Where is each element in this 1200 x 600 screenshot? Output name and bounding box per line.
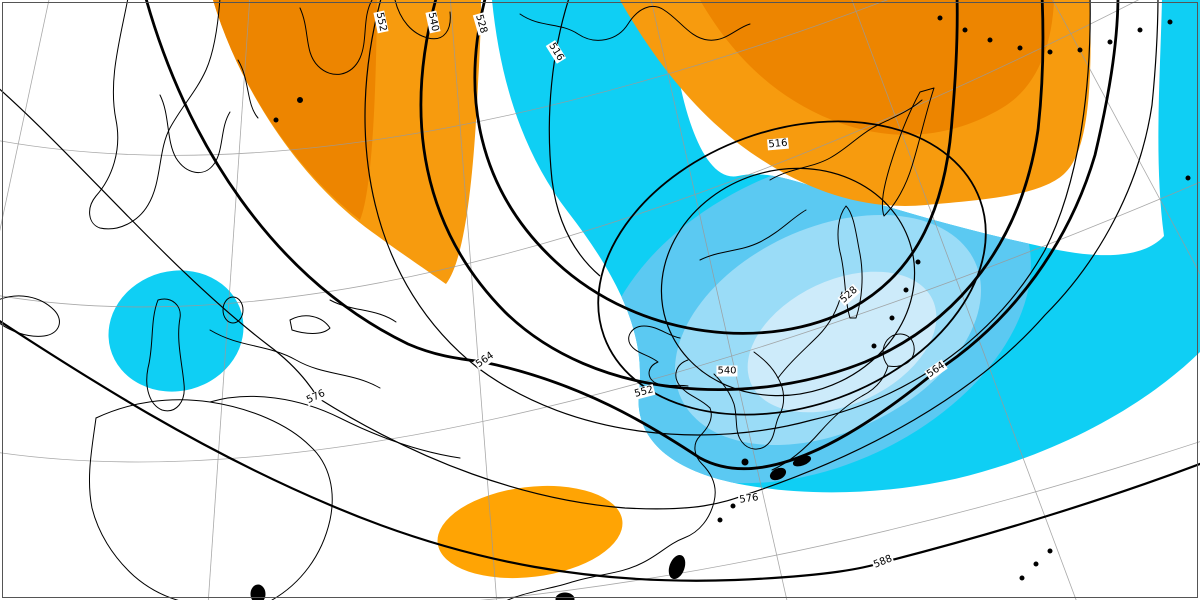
contour-552 (364, 0, 1091, 436)
contour-564 (144, 0, 1120, 471)
contour-lines (0, 0, 1200, 582)
contour-540 (419, 0, 1045, 392)
contour-label-540: 540 (716, 365, 738, 377)
contour-528 (473, 0, 959, 335)
contour-label-516: 516 (767, 137, 789, 151)
negative-anomaly-west-blob (108, 270, 244, 392)
positive-anomaly-northwest-core (213, 0, 377, 220)
contour-576 (0, 0, 1159, 510)
contour-516-closed (597, 120, 987, 416)
contour-516-branch (548, 0, 601, 277)
positive-anomaly-regions (213, 0, 1091, 579)
positive-anomaly-south-blob (437, 485, 623, 579)
contour-588 (0, 319, 1200, 582)
negative-anomaly-band-core (747, 271, 937, 413)
